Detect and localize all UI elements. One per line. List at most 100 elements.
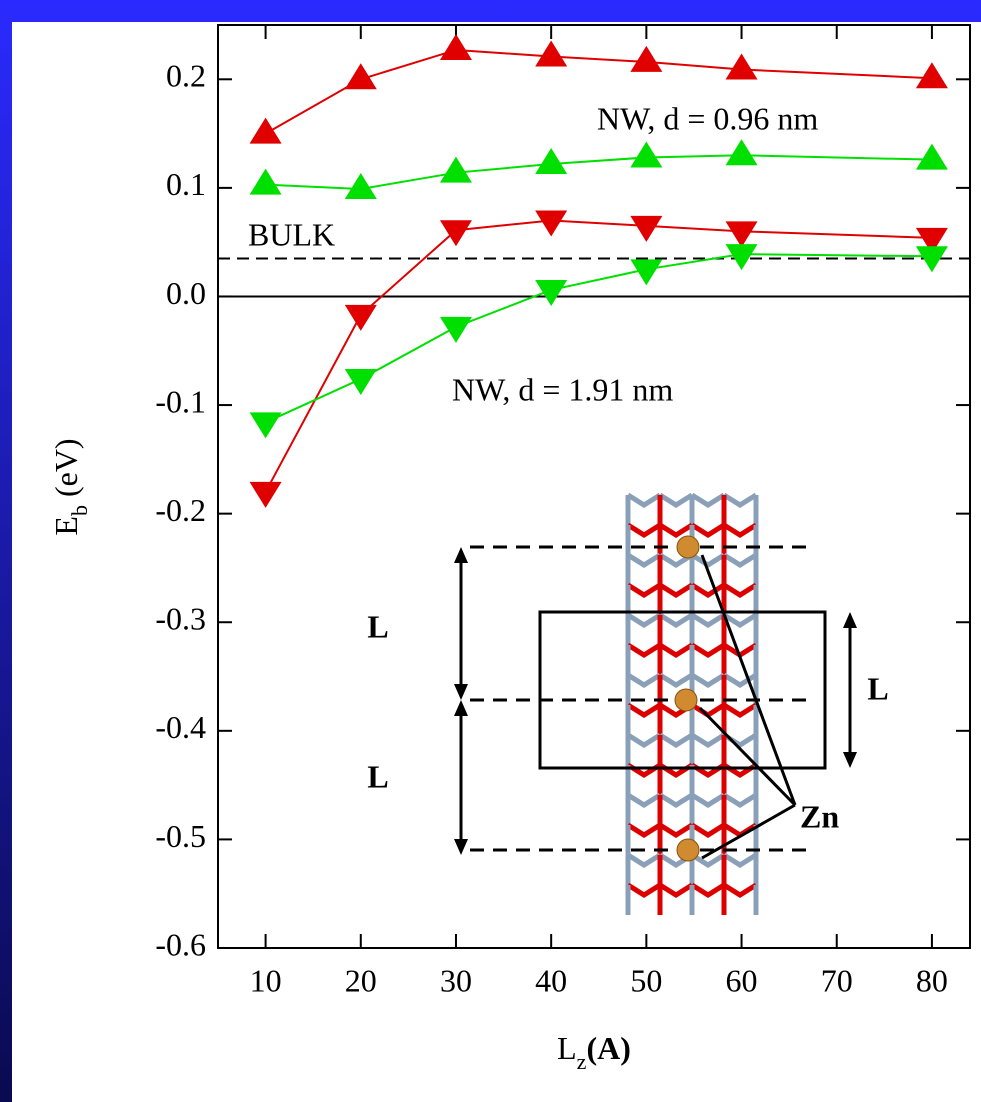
marker (915, 62, 948, 89)
marker (725, 139, 758, 166)
x-tick-label: 30 (440, 962, 472, 998)
zn-atom (676, 838, 700, 862)
panel (12, 22, 981, 1102)
marker (535, 279, 568, 306)
y-tick-label: 0.1 (166, 166, 206, 202)
lattice (690, 852, 726, 868)
lattice (626, 822, 662, 838)
lattice (722, 612, 758, 628)
marker (344, 368, 377, 395)
lattice (658, 522, 694, 538)
marker (725, 244, 758, 271)
lattice (722, 882, 758, 898)
cell-box (538, 610, 827, 770)
lattice (626, 492, 662, 508)
lattice (658, 672, 694, 688)
y-axis-label: Eb (eV) (48, 438, 92, 535)
marker (344, 172, 377, 199)
lattice (658, 792, 694, 808)
lattice (626, 552, 662, 568)
y-axis-label-part: (eV) (48, 438, 84, 497)
lattice (658, 732, 694, 748)
marker (725, 53, 758, 80)
marker (630, 141, 663, 168)
x-axis-label-part: z (577, 1049, 587, 1074)
lattice (658, 822, 694, 838)
inset-label: L (867, 670, 888, 706)
arrow-head (454, 547, 468, 700)
lattice (690, 792, 726, 808)
lattice (722, 492, 758, 508)
marker (915, 227, 948, 254)
marker (915, 143, 948, 170)
y-tick-label: 0.2 (166, 58, 206, 94)
lattice (690, 642, 726, 658)
lattice (690, 552, 726, 568)
y-tick-label: -0.4 (155, 709, 206, 745)
bulk-label: BULK (248, 216, 335, 252)
lattice (658, 612, 694, 628)
lattice (626, 792, 662, 808)
lattice (722, 852, 758, 868)
x-tick-label: 20 (345, 962, 377, 998)
y-tick-label: -0.6 (155, 926, 206, 962)
lattice (722, 552, 758, 568)
series-label: NW, d = 0.96 nm (597, 100, 818, 136)
y-tick-label: -0.5 (155, 818, 206, 854)
x-tick-label: 50 (630, 962, 662, 998)
lattice (722, 672, 758, 688)
x-tick-label: 60 (726, 962, 758, 998)
arrow (701, 803, 796, 860)
arrow (698, 706, 797, 807)
marker (439, 220, 472, 247)
inset-label: L (367, 608, 388, 644)
marker (249, 481, 282, 508)
lattice (626, 852, 662, 868)
lattice (626, 732, 662, 748)
marker (344, 304, 377, 331)
marker (630, 45, 663, 72)
marker (249, 117, 282, 144)
lattice (690, 522, 726, 538)
y-axis-label-part: b (67, 505, 92, 516)
marker (630, 215, 663, 242)
lattice (626, 882, 662, 898)
plot-frame (217, 24, 971, 949)
y-tick-label: 0.0 (166, 275, 206, 311)
lattice (690, 612, 726, 628)
inset-label: Zn (800, 798, 839, 834)
lattice (626, 612, 662, 628)
marker (725, 221, 758, 248)
lattice (690, 882, 726, 898)
marker (249, 412, 282, 439)
lattice (626, 672, 662, 688)
marker (915, 246, 948, 273)
lattice (626, 642, 662, 658)
series-label: NW, d = 1.91 nm (452, 371, 673, 407)
lattice (626, 582, 662, 598)
arrow (700, 554, 797, 806)
marker (535, 40, 568, 67)
x-axis-label-part: L (557, 1030, 577, 1066)
arrow-head (843, 612, 857, 768)
y-tick-label: -0.1 (155, 383, 206, 419)
y-tick-label: -0.2 (155, 492, 206, 528)
lattice (690, 672, 726, 688)
lattice (690, 582, 726, 598)
lattice (722, 792, 758, 808)
lattice (626, 522, 662, 538)
marker (439, 156, 472, 183)
zn-atom (674, 688, 698, 712)
y-axis-label-part: E (48, 516, 84, 536)
x-tick-label: 70 (821, 962, 853, 998)
marker (249, 168, 282, 195)
x-tick-label: 10 (250, 962, 282, 998)
lattice (658, 642, 694, 658)
x-axis-label: Lz(A) (557, 1030, 631, 1074)
lattice (690, 732, 726, 748)
marker (439, 316, 472, 343)
zn-atom (676, 535, 700, 559)
arrow-head (454, 700, 468, 855)
